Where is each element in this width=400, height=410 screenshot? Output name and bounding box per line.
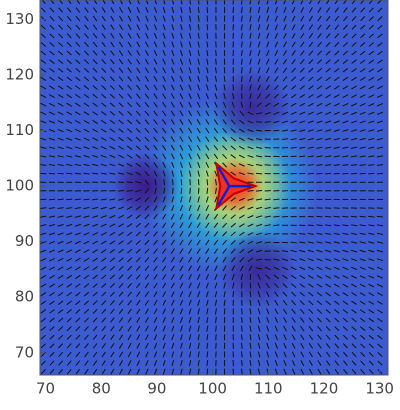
director xyxy=(49,173,55,174)
director xyxy=(299,156,305,157)
x-tick-label: 90 xyxy=(147,380,166,398)
director xyxy=(368,216,374,217)
director xyxy=(316,165,322,166)
director xyxy=(216,334,217,340)
director xyxy=(273,208,279,209)
director xyxy=(308,225,314,226)
director xyxy=(265,156,271,157)
x-tick-label: 70 xyxy=(36,380,55,398)
director xyxy=(198,188,199,194)
director xyxy=(299,165,305,166)
director xyxy=(216,326,217,332)
director xyxy=(291,156,297,157)
director xyxy=(66,173,72,174)
director xyxy=(250,283,251,289)
director xyxy=(325,173,331,174)
director xyxy=(207,188,208,194)
director xyxy=(334,216,340,217)
director xyxy=(164,179,165,185)
y-tick-label: 70 xyxy=(15,343,34,361)
x-tick-label: 110 xyxy=(254,380,283,398)
director xyxy=(241,360,242,366)
plot-area xyxy=(40,0,388,375)
x-tick-label: 80 xyxy=(92,380,111,398)
director xyxy=(242,326,243,332)
director xyxy=(273,199,279,200)
director xyxy=(360,216,366,217)
director xyxy=(49,199,55,200)
director xyxy=(241,369,242,375)
director xyxy=(273,216,279,217)
director xyxy=(351,173,357,174)
director xyxy=(207,360,208,366)
director xyxy=(342,173,348,174)
director xyxy=(207,179,208,185)
director xyxy=(118,191,124,192)
director xyxy=(216,50,217,56)
x-tick-label: 120 xyxy=(310,380,339,398)
director xyxy=(256,191,262,192)
director xyxy=(242,317,243,323)
director xyxy=(233,291,234,297)
director xyxy=(66,199,72,200)
director xyxy=(273,130,279,131)
director xyxy=(273,225,279,226)
director xyxy=(242,334,243,340)
director xyxy=(75,173,81,174)
director xyxy=(207,16,208,22)
x-tick-label: 130 xyxy=(365,380,394,398)
director xyxy=(241,351,242,357)
director xyxy=(207,33,208,39)
y-tick-label: 130 xyxy=(5,10,34,28)
director xyxy=(256,173,262,174)
director xyxy=(207,369,208,375)
y-tick-label: 90 xyxy=(15,232,34,250)
heatmap-blob xyxy=(213,69,291,147)
director xyxy=(299,234,305,235)
y-tick-label: 80 xyxy=(15,288,34,306)
director xyxy=(242,283,243,289)
director xyxy=(351,216,357,217)
director xyxy=(207,351,208,357)
director xyxy=(58,199,64,200)
y-tick-label: 120 xyxy=(5,66,34,84)
director xyxy=(172,188,173,194)
director xyxy=(377,216,383,217)
director xyxy=(334,173,340,174)
director xyxy=(224,308,225,314)
director xyxy=(40,173,46,174)
x-tick-label: 100 xyxy=(198,380,227,398)
y-tick-label: 100 xyxy=(5,177,34,195)
director xyxy=(75,199,81,200)
director xyxy=(342,216,348,217)
director xyxy=(242,76,243,82)
director xyxy=(181,188,182,194)
director xyxy=(368,173,374,174)
director xyxy=(360,173,366,174)
director xyxy=(233,84,234,90)
director xyxy=(241,343,242,349)
director xyxy=(224,76,225,82)
director xyxy=(265,148,271,149)
director xyxy=(58,173,64,174)
director xyxy=(118,182,124,183)
y-tick-label: 110 xyxy=(5,121,34,139)
director xyxy=(265,259,271,260)
director xyxy=(198,179,199,185)
director xyxy=(216,59,217,65)
director xyxy=(207,24,208,30)
director xyxy=(308,165,314,166)
director xyxy=(325,216,331,217)
